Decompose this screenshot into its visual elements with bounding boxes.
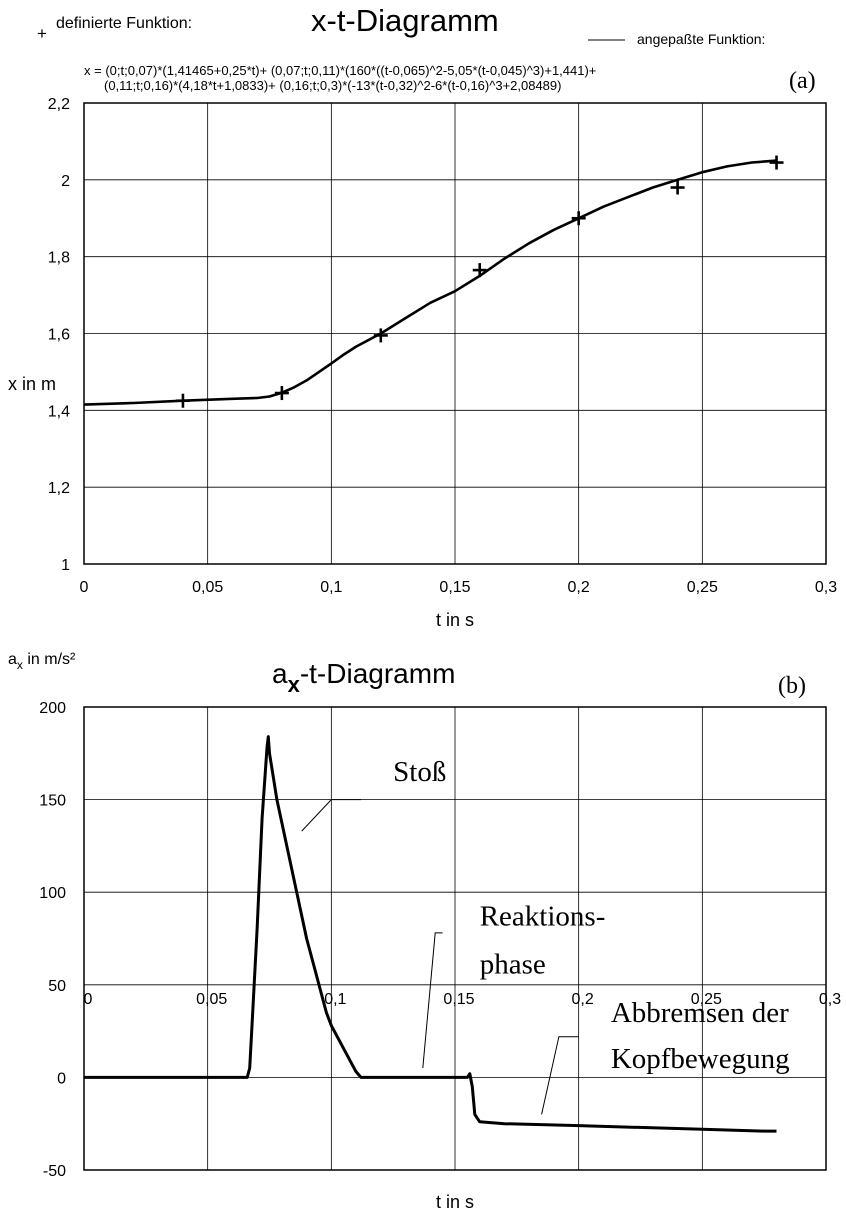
annotation-label: Kopfbewegung	[611, 1043, 790, 1075]
chart-a-y-ticks: 1 1,2 1,4 1,6 1,8 2 2,2	[48, 96, 70, 574]
chart-b-xlabel: t in s	[436, 1192, 474, 1212]
x-tick-label: 0,3	[815, 579, 837, 596]
x-tick-label: 0	[84, 991, 93, 1008]
y-tick-label: 1,8	[48, 250, 70, 267]
defined-function-marker	[472, 263, 487, 278]
y-tick-label: 100	[39, 885, 66, 902]
y-tick-label: 0	[57, 1070, 66, 1087]
defined-function-marker	[769, 155, 784, 170]
annotation-label: Reaktions-	[480, 901, 606, 933]
x-tick-label: 0,15	[443, 991, 474, 1008]
annotation-label: Stoß	[393, 756, 446, 788]
chart-a-ylabel: x in m	[8, 374, 56, 394]
y-tick-label: -50	[43, 1163, 66, 1180]
chart-b-title: ax-t-Diagramm	[272, 658, 455, 697]
x-tick-label: 0	[80, 579, 89, 596]
defined-function-marker	[670, 180, 685, 195]
chart-b-annotations: Stoß Reaktions-phase Abbremsen der Kopfbewe…	[301, 756, 790, 1115]
annotation-leader	[541, 1036, 579, 1115]
acceleration-line	[84, 735, 777, 1133]
chart-a-panel-label: (a)	[789, 68, 816, 94]
x-tick-label: 0,25	[691, 991, 722, 1008]
chart-b-x-ticks: 0 0,05 0,1 0,15 0,2 0,25 0,3	[84, 991, 842, 1008]
x-tick-label: 0,15	[439, 579, 470, 596]
x-tick-label: 0,2	[572, 991, 594, 1008]
chart-x-t: + definierte Funktion: x-t-Diagramm ange…	[8, 3, 837, 630]
defined-function-marker	[571, 211, 586, 226]
chart-b-plot-frame	[83, 706, 827, 1171]
y-tick-label: 2	[61, 173, 70, 190]
formula-line-1: x = (0;t;0,07)*(1,41465+0,25*t)+ (0,07;t…	[84, 63, 596, 78]
x-tick-label: 0,3	[819, 991, 841, 1008]
formula-line-2: (0,11;t;0,16)*(4,18*t+1,0833)+ (0,16;t;0…	[104, 78, 561, 93]
chart-ax-t: ax in m/s² ax-t-Diagramm (b) 0 0,05 0,1 0,1…	[8, 651, 841, 1212]
y-tick-label: 1	[61, 557, 70, 574]
x-tick-label: 0,25	[687, 579, 718, 596]
defined-function-marker	[274, 386, 289, 401]
x-tick-label: 0,05	[196, 991, 227, 1008]
y-tick-label: 200	[39, 700, 66, 717]
legend-line-label: angepaßte Funktion:	[637, 31, 765, 47]
x-tick-label: 0,05	[192, 579, 223, 596]
x-tick-label: 0,2	[568, 579, 590, 596]
defined-function-marker	[373, 328, 388, 343]
chart-a-grid	[84, 103, 826, 564]
annotation-label: phase	[480, 949, 546, 981]
chart-b-ylabel: ax in m/s²	[8, 651, 76, 672]
y-tick-label: 1,2	[48, 480, 70, 497]
defined-function-marker	[175, 393, 190, 408]
y-tick-label: 50	[48, 978, 66, 995]
y-tick-label: 150	[39, 793, 66, 810]
fitted-function-line	[83, 159, 777, 406]
y-tick-label: 2,2	[48, 96, 70, 113]
chart-a-title: x-t-Diagramm	[311, 3, 499, 38]
legend-marker-symbol: +	[37, 24, 47, 43]
chart-b-panel-label: (b)	[778, 673, 806, 699]
chart-b-y-ticks: -50 0 50 100 150 200	[39, 700, 66, 1180]
x-tick-label: 0,1	[324, 991, 346, 1008]
y-tick-label: 1,4	[48, 403, 70, 420]
chart-a-plot-frame	[83, 102, 827, 565]
chart-b-grid	[84, 707, 826, 1170]
chart-a-xlabel: t in s	[436, 610, 474, 630]
x-tick-label: 0,1	[320, 579, 342, 596]
defined-function-markers	[175, 155, 784, 408]
chart-a-x-ticks: 0 0,05 0,1 0,15 0,2 0,25 0,3	[80, 579, 838, 596]
annotation-label: Abbremsen der	[611, 997, 789, 1029]
annotation-leader	[301, 799, 361, 832]
annotation-leader	[422, 932, 443, 1069]
legend-markers-label: definierte Funktion:	[56, 15, 192, 32]
y-tick-label: 1,6	[48, 327, 70, 344]
